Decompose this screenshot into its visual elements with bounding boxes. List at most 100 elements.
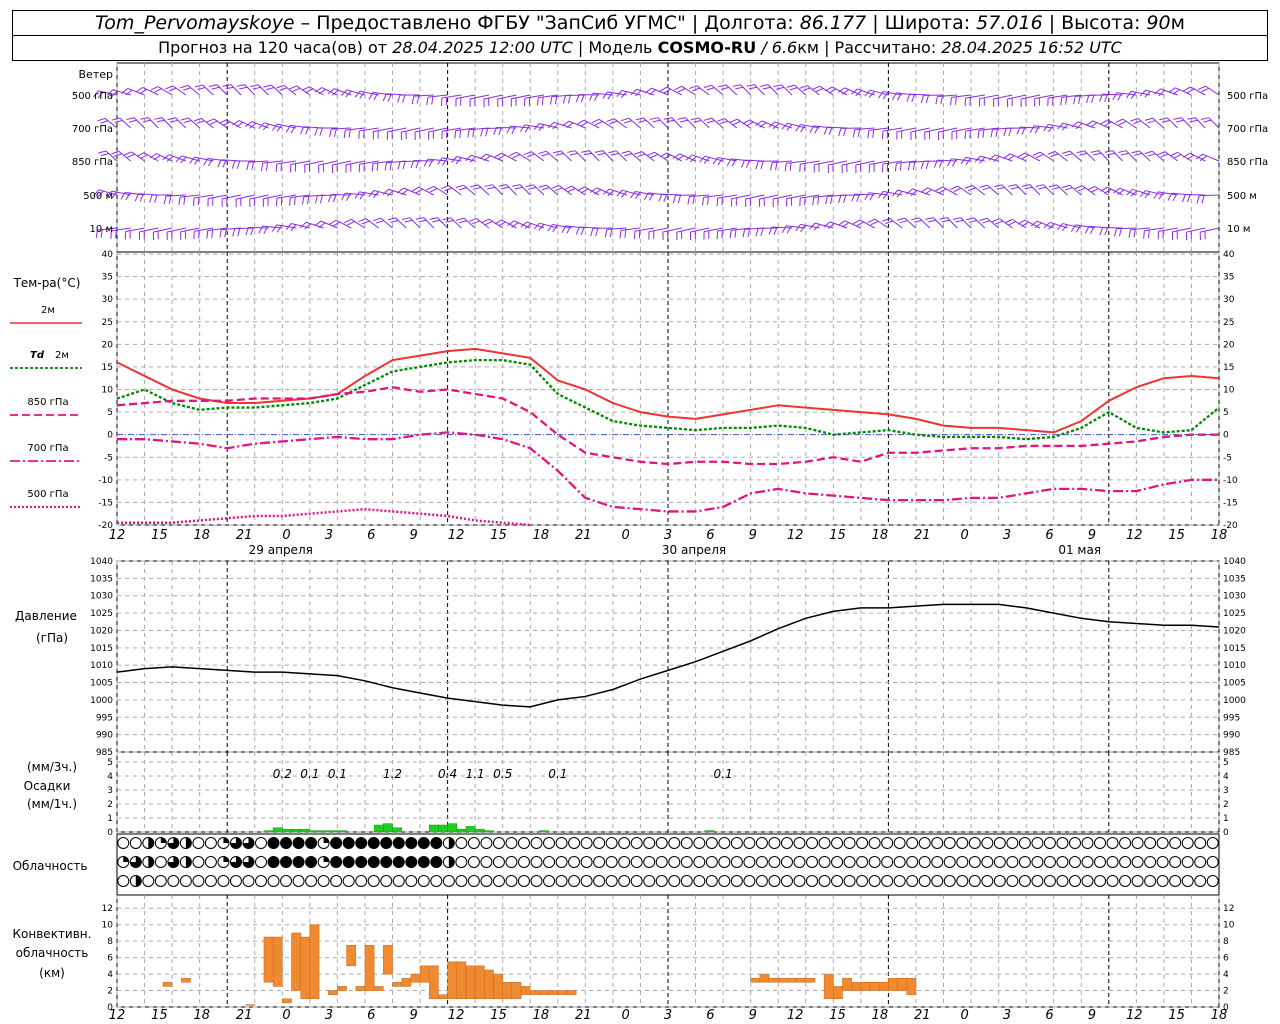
wind-barb-feather <box>716 118 725 122</box>
cloud-symbol <box>605 856 618 868</box>
cloud-symbol <box>856 856 869 868</box>
wind-barb-feather <box>927 219 937 223</box>
wind-barb-shaft <box>538 94 558 99</box>
wind-level-label-right: 500 гПа <box>1227 91 1268 102</box>
wind-barb-feather <box>554 96 558 105</box>
wind-barb-shaft <box>497 94 517 100</box>
cloud-symbol <box>543 856 556 868</box>
cloud-symbol <box>517 875 530 887</box>
wind-barb-feather <box>575 226 580 235</box>
pressure-tick-left: 990 <box>96 731 113 741</box>
wind-barb-feather <box>1064 153 1073 157</box>
wind-barb-feather <box>300 126 305 135</box>
cloud-symbol <box>718 837 731 849</box>
wind-barb-feather <box>197 86 206 91</box>
temp-line-t700 <box>117 431 1219 513</box>
wind-barb-feather <box>299 221 307 229</box>
wind-barb-feather <box>261 163 264 172</box>
cloud-symbol <box>768 837 781 849</box>
wind-barb-shaft <box>463 217 476 229</box>
cloud-symbol <box>555 875 568 887</box>
wind-barb-feather <box>979 184 988 188</box>
precip-bar-1h <box>392 827 402 833</box>
cloud-symbol <box>117 875 130 887</box>
wind-barb-feather <box>775 162 778 171</box>
wind-barb-feather <box>1034 126 1040 134</box>
precip-bar-1h <box>263 830 274 833</box>
cloud-symbol <box>229 875 242 887</box>
wind-barb-feather <box>634 151 643 155</box>
wind-barb-feather <box>1008 184 1017 187</box>
wind-barb-shaft <box>869 89 889 96</box>
wind-barb-feather <box>855 90 862 97</box>
cloud-symbol <box>1043 837 1056 849</box>
wind-barb-feather <box>1154 88 1161 95</box>
wind-barb-feather <box>607 92 613 100</box>
wind-barb-shaft <box>346 89 366 96</box>
wind-barb-shaft <box>477 184 490 196</box>
wind-barb-feather <box>1089 226 1095 235</box>
wind-barb-feather <box>232 228 236 237</box>
wind-barb-feather <box>809 222 816 230</box>
wind-barb-feather <box>387 93 392 102</box>
cloud-symbol <box>906 856 919 868</box>
wind-barb-feather <box>126 117 135 121</box>
wind-barb-feather <box>271 123 278 131</box>
wind-barb-shaft <box>1152 117 1165 129</box>
wind-barb-feather <box>175 155 182 162</box>
wind-barb-feather <box>314 87 322 93</box>
wind-barb-feather <box>685 154 693 161</box>
wind-barb-feather <box>418 219 427 223</box>
hour-tick-label-mid: 12 <box>448 528 465 543</box>
hour-tick-label-bottom: 3 <box>664 1008 672 1023</box>
cloud-symbol <box>668 856 681 868</box>
precip-bar-1h <box>438 824 448 833</box>
cloud-symbol <box>430 875 443 887</box>
wind-barb-shaft <box>455 127 476 132</box>
wind-barb-feather <box>512 184 521 187</box>
wind-barb-shaft <box>813 194 834 198</box>
conv-tick-right: 4 <box>1223 970 1229 980</box>
cloud-symbol-fill <box>167 856 179 868</box>
wind-barb-feather <box>533 222 540 230</box>
wind-barb-shaft <box>1116 92 1137 96</box>
wind-barb-shaft <box>304 160 324 166</box>
wind-barb-shaft <box>531 151 545 162</box>
wind-barb-feather <box>429 217 438 220</box>
cloud-symbol <box>1156 875 1169 887</box>
wind-barb-shaft <box>230 84 242 96</box>
wind-barb-feather <box>1168 87 1176 93</box>
wind-barb-shaft <box>1019 126 1040 129</box>
convective-bar <box>337 986 347 991</box>
wind-barb-feather <box>275 163 278 172</box>
wind-barb-feather <box>843 195 847 204</box>
wind-barb-feather <box>390 219 399 223</box>
wind-barb-feather <box>680 119 689 123</box>
wind-barb-feather <box>262 123 270 131</box>
temp-tick-right: 25 <box>1223 318 1234 328</box>
wind-barb-feather <box>341 89 348 96</box>
wind-barb-feather <box>786 226 792 234</box>
wind-barb-feather <box>1104 227 1109 236</box>
convective-bar <box>401 977 412 987</box>
wind-barb-feather <box>343 130 346 139</box>
wind-barb-feather <box>415 217 424 220</box>
wind-barb-shaft <box>882 160 903 165</box>
wind-barb-feather <box>650 153 659 159</box>
cloud-symbol <box>405 875 418 887</box>
cloud-symbol <box>568 856 581 868</box>
wind-barb-feather <box>1125 91 1132 99</box>
wind-barb-feather <box>851 88 858 95</box>
wind-barb-feather <box>1064 187 1073 191</box>
cloud-symbol <box>630 837 643 849</box>
wind-barb-feather <box>111 191 117 199</box>
wind-level-label-right: 700 гПа <box>1227 124 1268 135</box>
convective-bar <box>327 990 338 995</box>
wind-barb-feather <box>222 159 227 168</box>
wind-barb-shaft <box>387 127 407 133</box>
wind-barb-shaft <box>1024 152 1041 162</box>
wind-barb-feather <box>1199 155 1207 162</box>
wind-barb-feather <box>1158 90 1166 97</box>
wind-barb-shaft <box>568 120 586 129</box>
wind-barb-shaft <box>800 124 820 129</box>
